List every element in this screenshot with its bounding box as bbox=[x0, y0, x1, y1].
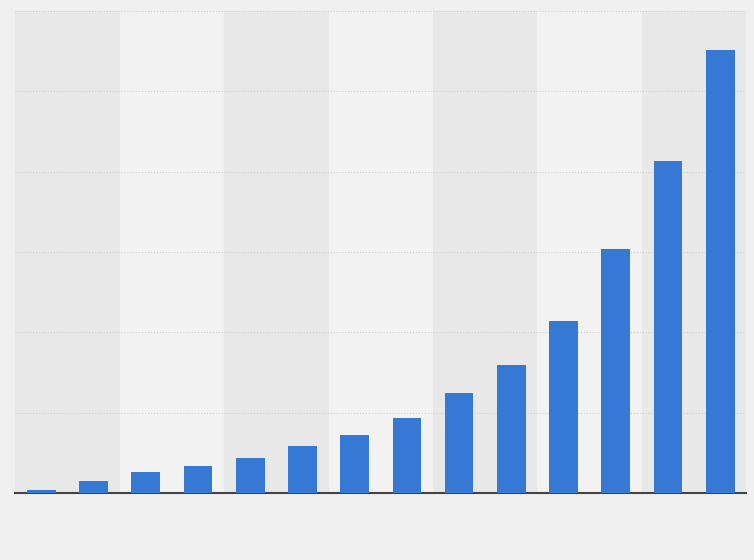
Bar bbox=[329, 11, 433, 493]
Bar bbox=[224, 11, 329, 493]
Bar bbox=[706, 50, 734, 493]
Bar bbox=[183, 466, 213, 493]
Bar bbox=[15, 11, 120, 493]
Bar bbox=[497, 366, 526, 493]
Bar bbox=[654, 161, 682, 493]
Bar bbox=[393, 418, 421, 493]
Bar bbox=[288, 446, 317, 493]
Bar bbox=[445, 393, 474, 493]
Bar bbox=[549, 321, 578, 493]
Bar bbox=[642, 11, 746, 493]
Bar bbox=[120, 11, 224, 493]
Bar bbox=[27, 490, 56, 493]
Bar bbox=[433, 11, 538, 493]
Bar bbox=[131, 472, 160, 493]
Bar bbox=[538, 11, 642, 493]
Bar bbox=[236, 459, 265, 493]
Bar bbox=[79, 480, 108, 493]
Bar bbox=[340, 435, 369, 493]
Bar bbox=[602, 249, 630, 493]
